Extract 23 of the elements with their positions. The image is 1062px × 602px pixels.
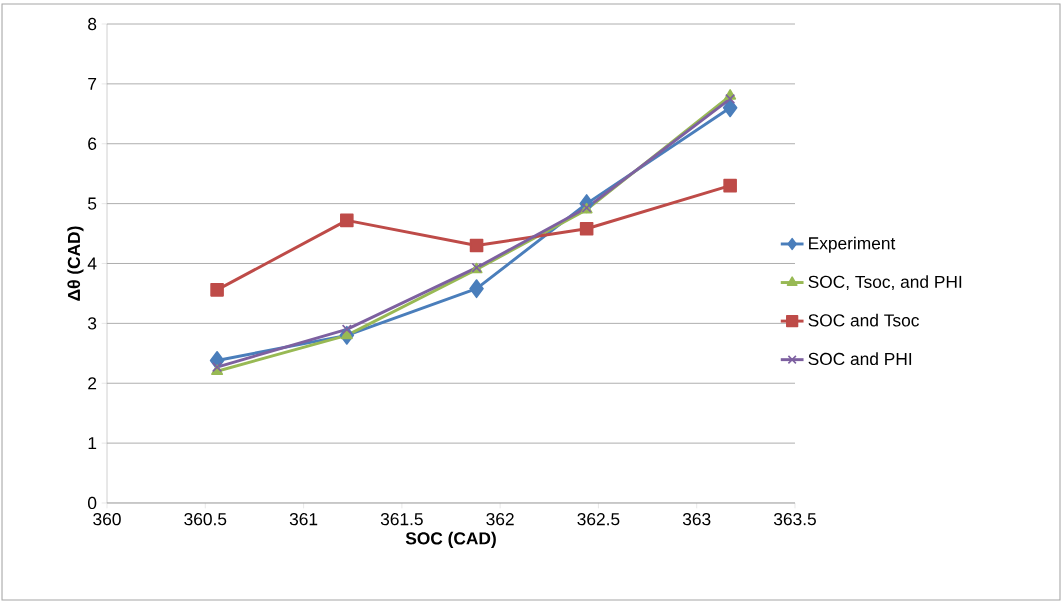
y-tick-label: 4	[87, 257, 97, 270]
y-tick-label: 8	[88, 17, 97, 31]
x-axis-title: SOC (CAD)	[405, 531, 496, 548]
y-axis-title: Δθ (CAD)	[67, 226, 84, 301]
legend-label: SOC, Tsoc, and PHI	[808, 275, 962, 291]
x-tick-label: 360	[93, 513, 121, 526]
x-tick-label: 363.5	[773, 513, 816, 526]
legend-label: Experiment	[809, 236, 896, 253]
x-tick-label: 361	[289, 513, 318, 526]
y-tick-label: 0	[88, 496, 97, 510]
y-tick-label: 7	[88, 77, 97, 90]
x-tick-label: 363	[682, 513, 711, 526]
y-tick-label: 2	[88, 377, 97, 390]
x-tick-label: 360.5	[184, 513, 227, 526]
y-tick-label: 5	[88, 197, 97, 210]
x-tick-label: 361.5	[380, 513, 423, 526]
x-tick-label: 362.5	[577, 513, 620, 526]
y-tick-label: 3	[88, 317, 97, 330]
y-tick-label: 6	[88, 137, 97, 150]
legend-label: SOC and PHI	[808, 352, 912, 366]
legend-label: SOC and Tsoc	[808, 313, 919, 327]
y-tick-label: 1	[88, 437, 97, 450]
x-tick-label: 362	[486, 513, 514, 526]
